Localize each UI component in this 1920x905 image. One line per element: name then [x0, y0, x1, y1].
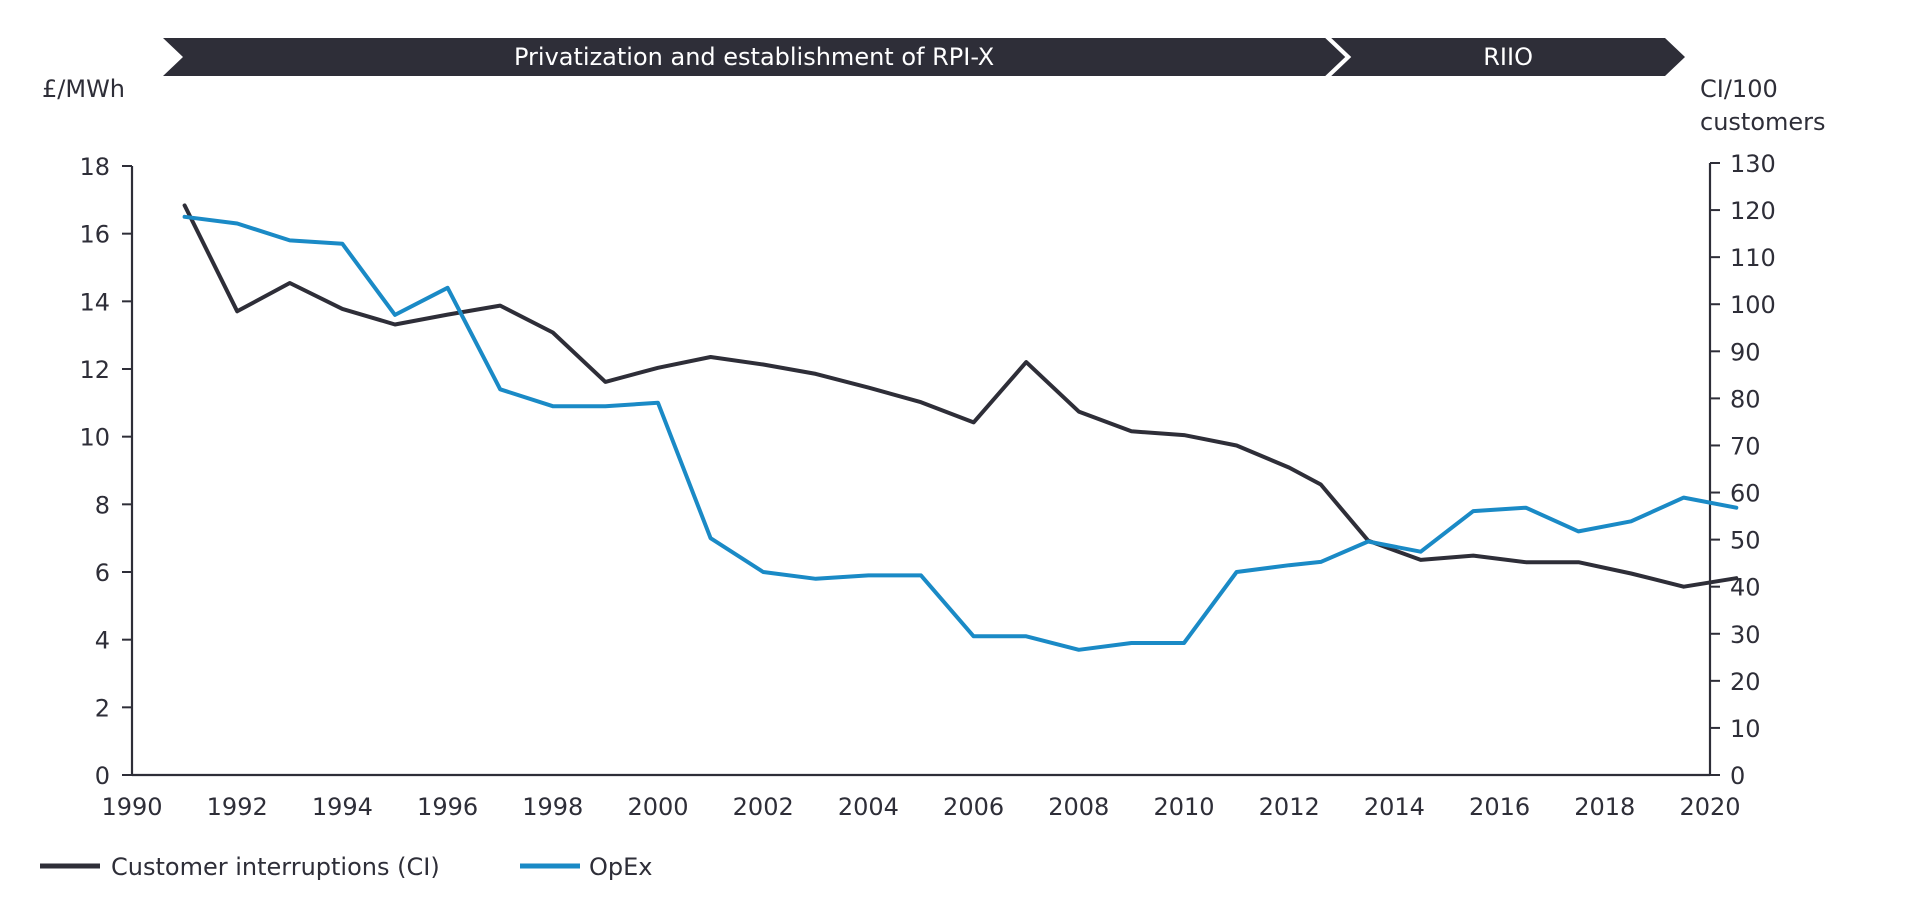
phase-banner: Privatization and establishment of RPI-X…	[163, 38, 1685, 76]
phase-label-privatization: Privatization and establishment of RPI-X	[514, 43, 994, 71]
legend: Customer interruptions (CI) OpEx	[40, 853, 653, 881]
left-y-tick-label: 0	[95, 762, 110, 790]
right-y-tick-label: 90	[1730, 338, 1761, 366]
chart-axes: £/MWh CI/100 customers	[42, 75, 1826, 777]
x-tick-label: 1992	[207, 793, 268, 821]
left-y-tick-label: 6	[95, 559, 110, 587]
left-y-tick-label: 18	[79, 153, 110, 181]
right-y-tick-label: 50	[1730, 527, 1761, 555]
legend-label-ci: Customer interruptions (CI)	[111, 853, 440, 881]
right-y-tick-label: 100	[1730, 291, 1776, 319]
x-tick-label: 2014	[1364, 793, 1425, 821]
left-y-tick-label: 14	[79, 288, 110, 316]
phase-chevron-privatization	[163, 38, 1346, 76]
right-y-tick-label: 80	[1730, 385, 1761, 413]
legend-item-opex: OpEx	[520, 853, 653, 881]
series-line-opex	[182, 214, 1739, 652]
right-y-tick-label: 0	[1730, 762, 1745, 790]
left-y-tick-label: 4	[95, 627, 110, 655]
right-y-tick-label: 10	[1730, 715, 1761, 743]
x-tick-label: 1998	[522, 793, 583, 821]
x-tick-label: 2012	[1259, 793, 1320, 821]
left-y-tick-label: 16	[79, 221, 110, 249]
x-tick-label: 2006	[943, 793, 1004, 821]
series-line-customer-interruptions	[182, 203, 1739, 589]
left-y-ticks: 0 2 4 6 8 10 12 14 16 18	[79, 153, 132, 790]
left-y-tick-label: 8	[95, 491, 110, 519]
right-y-tick-label: 110	[1730, 244, 1776, 272]
x-tick-label: 2018	[1574, 793, 1635, 821]
left-y-axis-label: £/MWh	[42, 75, 125, 103]
left-y-tick-label: 10	[79, 424, 110, 452]
left-y-tick-label: 12	[79, 356, 110, 384]
x-tick-label: 2008	[1048, 793, 1109, 821]
x-tick-label: 1990	[101, 793, 162, 821]
right-y-tick-label: 20	[1730, 668, 1761, 696]
phase-chevron-riio	[1331, 38, 1685, 76]
right-y-tick-label: 120	[1730, 197, 1776, 225]
x-tick-label: 2002	[733, 793, 794, 821]
x-ticks: 1990 1992 1994 1996 1998 2000 2002 2004 2006 2008…	[101, 793, 1740, 821]
x-tick-label: 2020	[1679, 793, 1740, 821]
legend-item-ci: Customer interruptions (CI)	[40, 853, 440, 881]
legend-label-opex: OpEx	[589, 853, 653, 881]
x-tick-label: 2004	[838, 793, 899, 821]
phase-label-riio: RIIO	[1483, 43, 1533, 71]
x-tick-label: 1996	[417, 793, 478, 821]
x-tick-label: 1994	[312, 793, 373, 821]
right-y-tick-label: 30	[1730, 621, 1761, 649]
x-tick-label: 2000	[627, 793, 688, 821]
x-tick-label: 2016	[1469, 793, 1530, 821]
left-y-tick-label: 2	[95, 694, 110, 722]
right-y-axis-label-line2: customers	[1700, 108, 1826, 136]
x-tick-label: 2010	[1153, 793, 1214, 821]
right-y-tick-label: 60	[1730, 480, 1761, 508]
right-y-axis-label-line1: CI/100	[1700, 75, 1778, 103]
right-y-tick-label: 130	[1730, 150, 1776, 178]
series-lines	[182, 203, 1739, 652]
right-y-tick-label: 70	[1730, 432, 1761, 460]
